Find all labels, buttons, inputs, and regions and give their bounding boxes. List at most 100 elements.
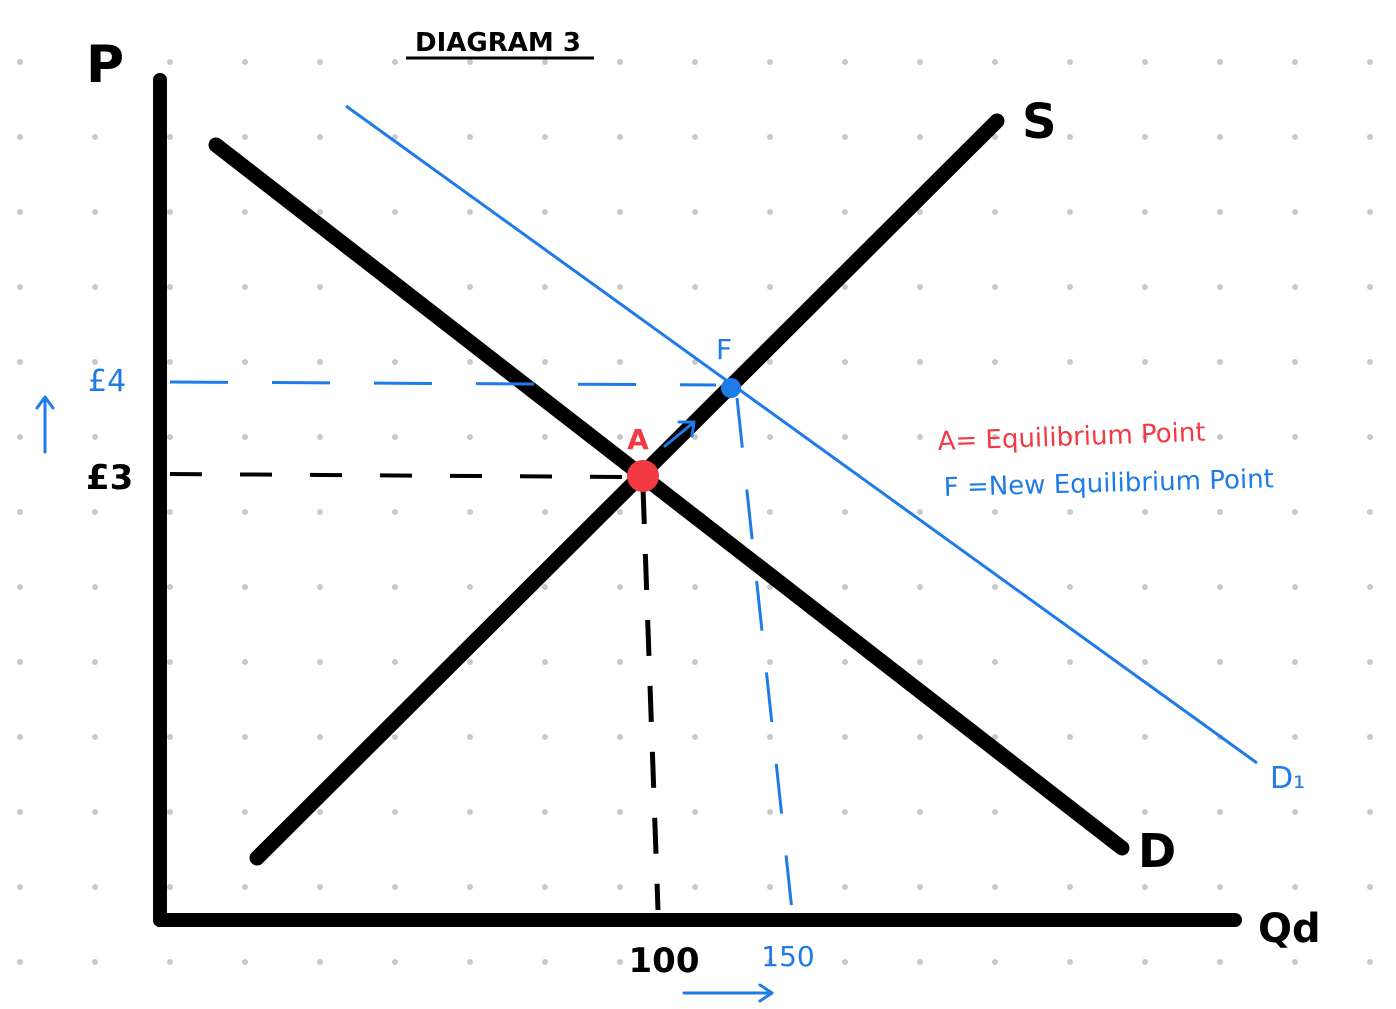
grid-dot — [317, 659, 323, 665]
grid-dot — [692, 284, 698, 290]
grid-dot — [542, 209, 548, 215]
grid-dot — [1067, 359, 1073, 365]
grid-dot — [1142, 284, 1148, 290]
grid-dot — [1367, 434, 1373, 440]
grid-dot — [467, 134, 473, 140]
grid-dot — [242, 884, 248, 890]
grid-dot — [917, 134, 923, 140]
grid-dot — [92, 359, 98, 365]
grid-dot — [392, 209, 398, 215]
grid-dot — [1142, 734, 1148, 740]
grid-dot — [917, 809, 923, 815]
grid-dot — [542, 509, 548, 515]
grid-dot — [467, 734, 473, 740]
grid-dot — [992, 59, 998, 65]
grid-dot — [1142, 809, 1148, 815]
price-old-guide — [169, 472, 631, 479]
equilibrium-point-a — [627, 460, 659, 492]
grid-dot — [1292, 134, 1298, 140]
grid-dot — [17, 659, 23, 665]
grid-dot — [842, 884, 848, 890]
grid-dot — [1067, 434, 1073, 440]
grid-dot — [1067, 284, 1073, 290]
grid-dot — [992, 884, 998, 890]
grid-dot — [617, 209, 623, 215]
grid-dot — [1217, 134, 1223, 140]
grid-dot — [92, 434, 98, 440]
grid-dot — [1292, 359, 1298, 365]
grid-dot — [317, 59, 323, 65]
grid-dot — [1292, 659, 1298, 665]
grid-dot — [917, 659, 923, 665]
grid-dot — [242, 284, 248, 290]
grid-dot — [1142, 959, 1148, 965]
grid-dot — [317, 734, 323, 740]
grid-dot — [917, 59, 923, 65]
grid-dot — [467, 809, 473, 815]
grid-dot — [917, 209, 923, 215]
grid-dot — [92, 734, 98, 740]
grid-dot — [1142, 59, 1148, 65]
diagram-title: DIAGRAM 3 — [415, 28, 581, 58]
arrow-up-icon — [35, 395, 55, 454]
grid-dot — [1367, 359, 1373, 365]
grid-dot — [842, 134, 848, 140]
grid-dot — [842, 359, 848, 365]
grid-dot — [1142, 134, 1148, 140]
grid-dot — [392, 734, 398, 740]
price-axis-label: P — [86, 35, 124, 95]
grid-dot — [992, 134, 998, 140]
grid-dot — [17, 509, 23, 515]
grid-dot — [917, 509, 923, 515]
grid-dot — [317, 584, 323, 590]
grid-dot — [1067, 59, 1073, 65]
grid-dot — [467, 659, 473, 665]
grid-dot — [542, 359, 548, 365]
price-new-guide — [169, 380, 717, 387]
grid-dot — [1217, 359, 1223, 365]
grid-dot — [1217, 884, 1223, 890]
grid-dot — [17, 959, 23, 965]
grid-dot — [167, 584, 173, 590]
grid-dot — [92, 959, 98, 965]
grid-dot — [1217, 509, 1223, 515]
grid-dot — [1067, 134, 1073, 140]
grid-dot — [167, 434, 173, 440]
grid-dot — [167, 734, 173, 740]
grid-dot — [1217, 809, 1223, 815]
grid-dot — [242, 434, 248, 440]
grid-dot — [167, 959, 173, 965]
grid-dot — [1367, 509, 1373, 515]
grid-dot — [392, 359, 398, 365]
grid-dot — [542, 659, 548, 665]
grid-dot — [692, 209, 698, 215]
grid-dot — [317, 209, 323, 215]
grid-dot — [842, 284, 848, 290]
grid-dot — [767, 509, 773, 515]
grid-dot — [17, 809, 23, 815]
grid-dot — [467, 284, 473, 290]
grid-dot — [317, 434, 323, 440]
grid-dot — [17, 734, 23, 740]
grid-dot — [1292, 209, 1298, 215]
grid-dot — [317, 284, 323, 290]
dot-grid-background — [17, 59, 1373, 965]
grid-dot — [1217, 434, 1223, 440]
grid-dot — [1142, 434, 1148, 440]
grid-dot — [1142, 509, 1148, 515]
grid-dot — [167, 359, 173, 365]
grid-dot — [467, 959, 473, 965]
grid-dot — [92, 59, 98, 65]
grid-dot — [1067, 884, 1073, 890]
grid-dot — [542, 134, 548, 140]
grid-dot — [92, 809, 98, 815]
quantity-axis-label: Qd — [1258, 906, 1321, 952]
grid-dot — [17, 884, 23, 890]
grid-dot — [1292, 284, 1298, 290]
grid-dot — [992, 509, 998, 515]
grid-dot — [1367, 809, 1373, 815]
shift-arrow-icon — [663, 420, 696, 448]
new-demand-label: D₁ — [1270, 761, 1305, 796]
grid-dot — [317, 359, 323, 365]
grid-dot — [767, 659, 773, 665]
